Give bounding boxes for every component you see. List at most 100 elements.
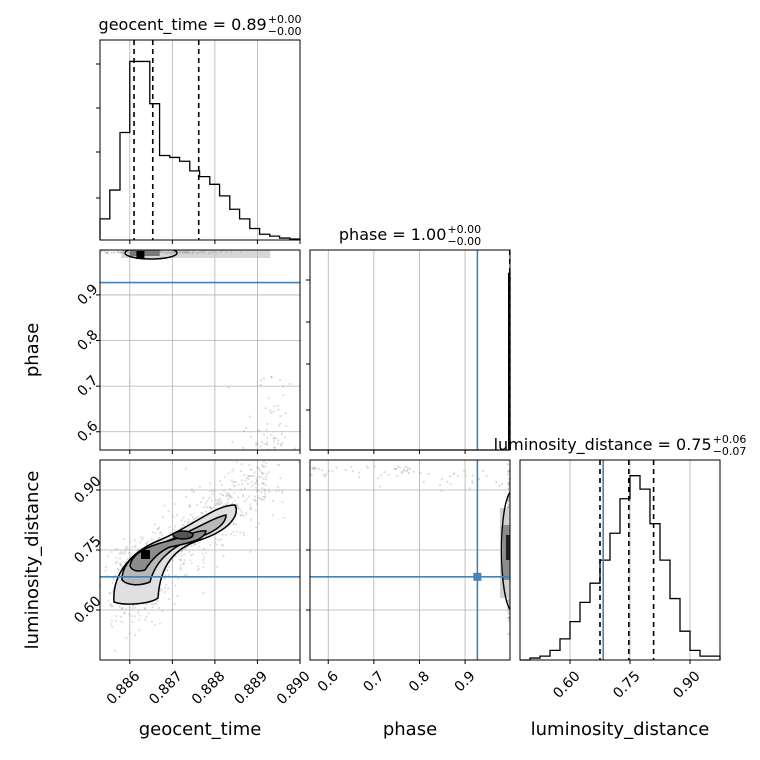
scatter-point bbox=[151, 538, 153, 541]
scatter-point bbox=[120, 615, 122, 618]
scatter-point bbox=[401, 470, 404, 473]
scatter-point bbox=[98, 590, 100, 592]
scatter-point bbox=[146, 540, 149, 543]
scatter-point bbox=[209, 507, 212, 510]
scatter-point bbox=[231, 496, 233, 499]
scatter-point bbox=[463, 470, 465, 473]
title-main: geocent_time = 0.89 bbox=[99, 15, 267, 35]
scatter-point bbox=[111, 625, 114, 628]
scatter-point bbox=[214, 541, 217, 544]
scatter-point bbox=[192, 518, 195, 521]
scatter-point bbox=[239, 514, 242, 517]
scatter-point bbox=[250, 518, 252, 521]
scatter-point bbox=[158, 593, 161, 596]
scatter-point bbox=[403, 469, 406, 472]
scatter-point bbox=[508, 504, 510, 507]
scatter-point bbox=[216, 565, 219, 568]
scatter-point bbox=[350, 465, 353, 468]
y-axis-label-luminosity_distance: luminosity_distance bbox=[22, 471, 43, 650]
scatter-point bbox=[183, 559, 186, 562]
scatter-point bbox=[485, 474, 488, 477]
scatter-point bbox=[183, 524, 186, 527]
scatter-point bbox=[261, 487, 264, 490]
scatter-point bbox=[254, 482, 257, 484]
scatter-point bbox=[114, 574, 117, 576]
scatter-point bbox=[262, 482, 265, 485]
scatter-point bbox=[123, 611, 126, 614]
scatter-point bbox=[270, 413, 272, 415]
scatter-point bbox=[206, 506, 209, 508]
scatter-point bbox=[267, 488, 270, 491]
scatter-point bbox=[279, 415, 282, 418]
scatter-point bbox=[231, 441, 234, 444]
scatter-point bbox=[201, 559, 204, 561]
scatter-point bbox=[231, 501, 234, 504]
scatter-point bbox=[208, 506, 211, 509]
scatter-point bbox=[131, 607, 134, 610]
scatter-point bbox=[210, 508, 213, 511]
scatter-point bbox=[272, 410, 275, 413]
scatter-point bbox=[118, 605, 121, 608]
scatter-point bbox=[109, 592, 111, 594]
scatter-point bbox=[204, 502, 207, 505]
scatter-point bbox=[226, 495, 229, 497]
scatter-point bbox=[122, 552, 124, 555]
scatter-point bbox=[165, 584, 168, 586]
scatter-point bbox=[280, 432, 283, 435]
x-tick-label: 0.888 bbox=[189, 668, 229, 708]
scatter-point bbox=[508, 632, 510, 635]
scatter-point bbox=[318, 468, 320, 470]
scatter-point bbox=[262, 465, 265, 468]
scatter-point bbox=[408, 468, 411, 470]
scatter-point bbox=[216, 500, 219, 503]
scatter-point bbox=[146, 542, 149, 545]
scatter-point bbox=[267, 397, 270, 400]
scatter-point bbox=[449, 483, 452, 486]
scatter-point bbox=[310, 466, 312, 469]
scatter-point bbox=[183, 553, 186, 556]
density-core bbox=[506, 535, 510, 560]
scatter-point bbox=[277, 408, 280, 411]
scatter-point bbox=[138, 618, 140, 621]
scatter-point bbox=[167, 565, 170, 568]
scatter-point bbox=[279, 422, 282, 425]
scatter-point bbox=[498, 485, 501, 487]
scatter-point bbox=[280, 444, 283, 447]
scatter-point bbox=[507, 498, 510, 501]
scatter-point bbox=[404, 465, 407, 468]
scatter-point bbox=[270, 411, 273, 414]
scatter-point bbox=[219, 480, 222, 483]
scatter-point bbox=[158, 536, 161, 539]
scatter-point bbox=[229, 488, 231, 490]
scatter-point bbox=[406, 466, 409, 469]
scatter-point bbox=[231, 503, 233, 506]
scatter-point bbox=[266, 436, 269, 439]
scatter-point bbox=[174, 525, 176, 528]
y-tick-label: 0.7 bbox=[74, 373, 101, 400]
scatter-point bbox=[195, 516, 198, 519]
scatter-point bbox=[255, 477, 258, 480]
scatter-point bbox=[258, 538, 260, 541]
scatter-point bbox=[130, 615, 133, 617]
scatter-point bbox=[422, 481, 425, 483]
scatter-point bbox=[387, 473, 390, 476]
scatter-point bbox=[280, 443, 283, 446]
scatter-point bbox=[495, 481, 498, 484]
scatter-point bbox=[222, 555, 225, 558]
scatter-point bbox=[139, 536, 142, 539]
scatter-point bbox=[262, 482, 265, 485]
title-sub: −0.00 bbox=[447, 235, 481, 248]
scatter-point bbox=[121, 607, 123, 610]
scatter-point bbox=[396, 475, 399, 477]
scatter-point bbox=[260, 457, 262, 459]
scatter-point bbox=[220, 502, 223, 504]
scatter-point bbox=[104, 569, 107, 572]
scatter-point bbox=[227, 498, 229, 501]
scatter-point bbox=[156, 599, 159, 602]
scatter-point bbox=[120, 621, 123, 623]
scatter-point bbox=[177, 577, 180, 580]
scatter-point bbox=[115, 557, 118, 559]
scatter-point bbox=[123, 550, 126, 553]
scatter-point bbox=[239, 531, 242, 534]
scatter-point bbox=[508, 602, 510, 605]
